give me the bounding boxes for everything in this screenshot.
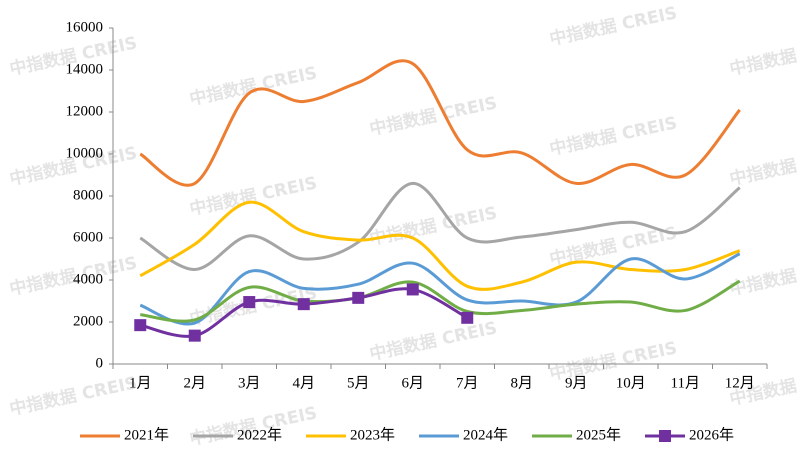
y-tick-label: 14000 — [66, 61, 104, 77]
marker — [352, 291, 365, 304]
marker — [188, 329, 201, 342]
x-tick-label: 1月 — [129, 375, 152, 391]
watermark: 中指数据 CREIS — [728, 32, 799, 80]
y-tick-label: 4000 — [73, 271, 103, 287]
y-tick-label: 2000 — [73, 313, 103, 329]
watermark: 中指数据 CREIS — [368, 92, 499, 140]
x-tick-label: 12月 — [725, 375, 755, 391]
legend-label: 2026年 — [689, 426, 734, 443]
legend-label: 2025年 — [576, 426, 621, 443]
x-tick-label: 2月 — [183, 375, 206, 391]
series-line — [139, 200, 741, 291]
marker — [297, 298, 310, 311]
legend-label: 2022年 — [237, 426, 282, 443]
x-tick-label: 8月 — [510, 375, 533, 391]
y-tick-label: 0 — [96, 355, 104, 371]
x-tick-label: 3月 — [238, 375, 261, 391]
y-tick-label: 10000 — [66, 145, 104, 161]
watermark: 中指数据 CREIS — [8, 372, 139, 420]
x-tick-label: 9月 — [565, 375, 588, 391]
y-tick-label: 8000 — [73, 187, 103, 203]
watermark: 中指数据 CREIS — [728, 142, 799, 190]
y-tick-label: 12000 — [66, 103, 104, 119]
marker — [406, 283, 419, 296]
legend-marker — [659, 430, 671, 442]
marker — [461, 311, 474, 324]
y-tick-label: 16000 — [66, 19, 104, 35]
x-tick-label: 6月 — [401, 375, 424, 391]
legend-label: 2023年 — [350, 426, 395, 443]
x-tick-label: 10月 — [616, 375, 646, 391]
watermark: 中指数据 CREIS — [188, 172, 319, 220]
marker — [243, 296, 256, 309]
x-tick-label: 5月 — [347, 375, 370, 391]
y-tick-label: 6000 — [73, 229, 103, 245]
x-tick-label: 7月 — [456, 375, 479, 391]
legend-label: 2021年 — [124, 426, 169, 443]
watermark: 中指数据 CREIS — [728, 252, 799, 300]
series-line — [139, 252, 741, 326]
legend-label: 2024年 — [463, 426, 508, 443]
series-line — [139, 181, 741, 272]
series-line — [139, 59, 741, 187]
x-tick-label: 4月 — [292, 375, 315, 391]
series-line — [140, 279, 741, 323]
x-tick-label: 11月 — [671, 375, 700, 391]
marker — [134, 319, 147, 332]
watermark: 中指数据 CREIS — [548, 2, 679, 50]
watermark: 中指数据 CREIS — [548, 112, 679, 160]
watermark: 中指数据 CREIS — [368, 317, 499, 365]
